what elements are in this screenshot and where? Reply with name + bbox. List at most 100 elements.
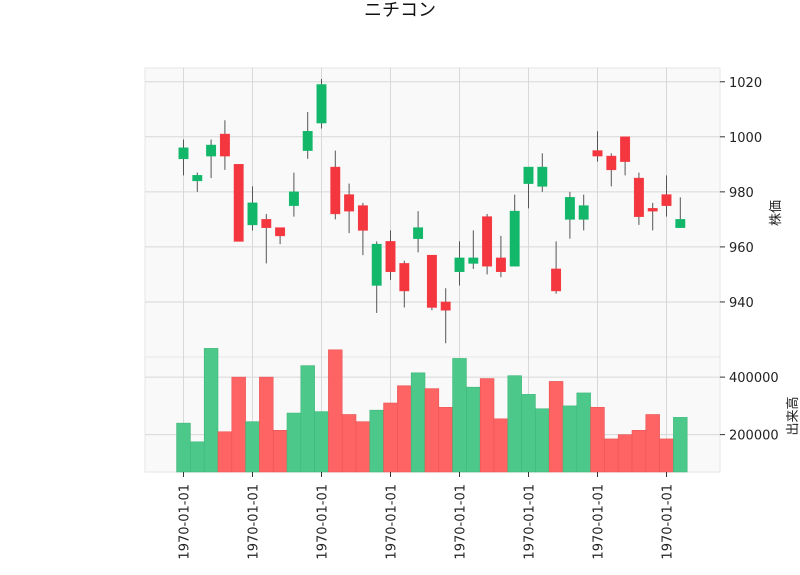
candle <box>206 139 217 179</box>
volume-bar <box>176 422 191 473</box>
candle <box>551 241 562 294</box>
volume-bar <box>424 388 440 473</box>
price-panel <box>144 67 721 358</box>
candle <box>606 153 617 187</box>
candle-body <box>578 205 589 220</box>
candle <box>316 79 327 129</box>
price-tick-label: 980 <box>729 186 754 201</box>
candle <box>537 153 548 192</box>
candle <box>426 254 437 311</box>
candle <box>261 213 272 264</box>
candle-body <box>620 136 631 162</box>
candle <box>440 288 451 344</box>
volume-bar <box>631 430 647 473</box>
candle-body <box>661 194 672 206</box>
candle <box>399 260 410 308</box>
x-tick-label: 1970-01-01 <box>178 484 193 560</box>
candle <box>633 172 644 225</box>
price-axis-label: 株価 <box>769 200 784 226</box>
price-tick-label: 1020 <box>729 76 762 91</box>
candle-body <box>288 191 299 206</box>
candle <box>385 230 396 280</box>
candle-body <box>495 257 506 272</box>
x-tick-label: 1970-01-01 <box>592 484 607 560</box>
x-tick-label: 1970-01-01 <box>661 484 676 560</box>
candle-body <box>399 263 410 292</box>
volume-bar <box>231 376 246 473</box>
volume-bar <box>521 394 536 473</box>
candle <box>468 230 479 269</box>
candle-body <box>371 243 382 286</box>
volume-bar <box>355 421 371 473</box>
candle-body <box>647 208 658 212</box>
candle <box>592 131 603 162</box>
volume-bar <box>341 414 357 473</box>
volume-bar <box>272 430 288 473</box>
volume-axis-label: 出来高 <box>785 396 800 435</box>
candle-body <box>275 227 286 237</box>
volume-bar <box>576 392 591 473</box>
candle-body <box>564 197 575 220</box>
volume-bar <box>217 431 233 473</box>
volume-bar <box>410 372 426 473</box>
candle-body <box>537 166 548 187</box>
candle <box>413 211 424 253</box>
candle-body <box>413 227 424 239</box>
volume-bar <box>397 385 412 473</box>
volume-bar <box>383 402 398 473</box>
candle <box>275 227 286 245</box>
candle <box>578 194 589 231</box>
candle-body <box>606 155 617 171</box>
candle <box>178 139 189 176</box>
volume-bar <box>452 358 467 473</box>
volume-bar <box>673 417 688 473</box>
volume-bar <box>259 376 274 473</box>
candle <box>661 175 672 217</box>
price-tick-label: 940 <box>729 296 754 311</box>
candle-body <box>482 216 493 267</box>
candle <box>647 202 658 231</box>
volume-bar <box>314 411 329 473</box>
volume-bar <box>369 409 384 473</box>
volume-bar <box>300 365 315 473</box>
candle-body <box>233 164 244 242</box>
candle-body <box>633 177 644 217</box>
volume-bar <box>203 348 219 473</box>
volume-bar <box>604 438 619 473</box>
volume-tick-label: 400000 <box>729 371 779 386</box>
candle-body <box>178 147 189 160</box>
candle <box>371 241 382 313</box>
candle <box>509 194 520 267</box>
candle <box>288 172 299 217</box>
candle <box>675 197 686 228</box>
volume-bar <box>438 407 453 473</box>
price-tick-label: 1000 <box>729 131 762 146</box>
x-tick-label: 1970-01-01 <box>454 484 469 560</box>
candle-body <box>206 144 217 157</box>
candle-body <box>261 219 272 228</box>
candle <box>523 166 534 209</box>
candle-body <box>344 194 355 212</box>
candle-body <box>675 219 686 228</box>
chart-title: ニチコン <box>364 0 436 21</box>
volume-bar <box>548 381 564 473</box>
candle-body <box>592 150 603 157</box>
candle <box>482 213 493 275</box>
candle-body <box>454 257 465 272</box>
candle-body <box>468 257 479 264</box>
candle <box>233 164 244 242</box>
candle-body <box>440 301 451 311</box>
volume-bar <box>617 434 633 473</box>
candle <box>192 172 203 192</box>
candle <box>219 120 230 170</box>
candle-body <box>523 166 534 184</box>
candle <box>247 186 258 231</box>
candle-body <box>247 202 258 226</box>
candle-body <box>330 166 341 215</box>
volume-bar <box>245 421 260 473</box>
candle <box>330 150 341 220</box>
candle-body <box>302 131 313 151</box>
candle-body <box>426 254 437 308</box>
